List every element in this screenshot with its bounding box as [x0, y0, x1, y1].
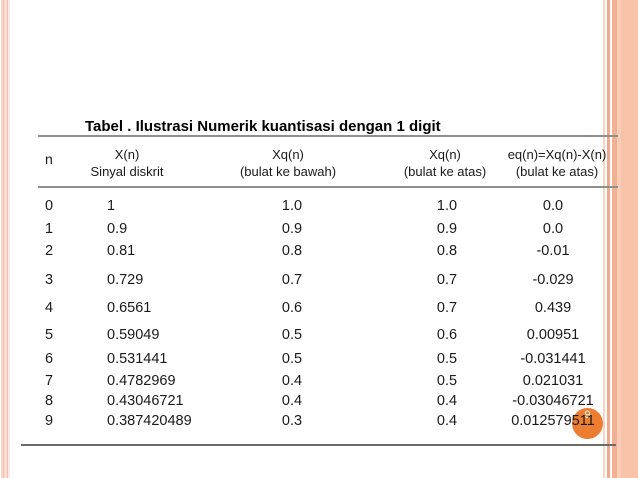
page-number-badge: 9	[572, 408, 603, 439]
right-border-stripe	[603, 0, 605, 478]
table-cell-eq-row5: 0.00951	[526, 327, 580, 343]
table-cell-xq_atas-row0: 1.0	[436, 198, 458, 214]
table-cell-xq_bawah-row0: 1.0	[281, 198, 303, 214]
table-rule-bottom	[21, 444, 616, 446]
left-border-stripe	[7, 0, 8, 478]
right-border-stripe	[612, 0, 617, 478]
right-border-stripe	[607, 0, 610, 478]
right-border-stripe	[617, 0, 621, 478]
table-cell-xq_atas-row1: 0.9	[436, 221, 458, 237]
table-cell-x-row7: 0.4782969	[107, 373, 176, 389]
table-cell-xq_bawah-row2: 0.8	[281, 243, 303, 259]
table-cell-x-row3: 0.729	[107, 272, 144, 288]
table-cell-eq-row7: 0.021031	[522, 373, 584, 389]
column-header-sublabel: (bulat ke atas)	[515, 164, 599, 179]
table-cell-eq-row6: -0.031441	[520, 351, 586, 367]
table-cell-n-row3: 3	[45, 272, 54, 288]
table-cell-xq_atas-row4: 0.7	[436, 300, 458, 316]
table-cell-x-row9: 0.387420489	[107, 413, 192, 429]
table-title: Tabel . Ilustrasi Numerik kuantisasi den…	[85, 118, 441, 135]
table-cell-x-row4: 0.6561	[107, 300, 152, 316]
column-header-eq: eq(n)=Xq(n)-X(n) (bulat ke atas)	[508, 146, 607, 180]
right-border-stripe	[621, 0, 638, 478]
table-cell-xq_bawah-row4: 0.6	[281, 300, 303, 316]
table-cell-xq_bawah-row3: 0.7	[281, 272, 303, 288]
left-border-stripe	[8, 0, 10, 478]
table-rule-header	[38, 186, 618, 188]
column-header-sublabel: Sinyal diskrit	[90, 164, 164, 179]
table-cell-n-row2: 2	[45, 243, 54, 259]
table-rule-top	[38, 135, 618, 137]
table-cell-eq-row8: -0.03046721	[512, 393, 594, 409]
table-cell-xq_bawah-row7: 0.4	[281, 373, 303, 389]
table-cell-eq-row1: 0.0	[542, 221, 564, 237]
column-header-label: eq(n)=Xq(n)-X(n)	[507, 147, 607, 162]
table-cell-eq-row3: -0.029	[532, 272, 574, 288]
column-header-n: n	[45, 151, 53, 168]
table-cell-n-row5: 5	[45, 327, 54, 343]
table-cell-n-row7: 7	[45, 373, 54, 389]
table-cell-n-row4: 4	[45, 300, 54, 316]
column-header-label: Xq(n)	[429, 147, 461, 162]
column-header-sublabel: (bulat ke atas)	[403, 164, 487, 179]
table-cell-eq-row0: 0.0	[542, 198, 564, 214]
table-cell-x-row5: 0.59049	[107, 327, 160, 343]
table-cell-xq_atas-row8: 0.4	[436, 393, 458, 409]
table-cell-xq_atas-row3: 0.7	[436, 272, 458, 288]
table-cell-x-row2: 0.81	[107, 243, 136, 259]
table-cell-x-row0: 1	[107, 198, 116, 214]
page-number: 9	[584, 409, 591, 421]
table-cell-xq_bawah-row5: 0.5	[281, 327, 303, 343]
table-cell-xq_bawah-row1: 0.9	[281, 221, 303, 237]
table-cell-n-row9: 9	[45, 413, 54, 429]
column-header-xn: X(n) Sinyal diskrit	[91, 146, 164, 180]
table-cell-x-row1: 0.9	[107, 221, 128, 237]
table-cell-n-row6: 6	[45, 351, 54, 367]
table-cell-x-row6: 0.531441	[107, 351, 168, 367]
column-header-sublabel: (bulat ke bawah)	[239, 164, 337, 179]
column-header-label: X(n)	[114, 147, 140, 162]
table-cell-eq-row9: 0.012579511	[511, 413, 595, 429]
table-cell-xq_atas-row7: 0.5	[436, 373, 458, 389]
table-cell-xq_atas-row9: 0.4	[436, 413, 458, 429]
table-cell-xq_bawah-row8: 0.4	[281, 393, 303, 409]
table-cell-n-row8: 8	[45, 393, 54, 409]
table-cell-xq_atas-row2: 0.8	[436, 243, 458, 259]
column-header-xq-bawah: Xq(n) (bulat ke bawah)	[240, 146, 336, 180]
column-header-label: Xq(n)	[272, 147, 304, 162]
column-header-label: n	[45, 151, 53, 167]
left-border-stripe	[3, 0, 4, 478]
table-cell-xq_bawah-row9: 0.3	[281, 413, 303, 429]
table-cell-xq_atas-row6: 0.5	[436, 351, 458, 367]
table-cell-xq_atas-row5: 0.6	[436, 327, 458, 343]
column-header-xq-atas: Xq(n) (bulat ke atas)	[404, 146, 486, 180]
left-border-stripe	[1, 0, 3, 478]
table-cell-eq-row2: -0.01	[536, 243, 570, 259]
left-border-stripe	[4, 0, 7, 478]
table-cell-eq-row4: 0.439	[534, 300, 572, 316]
table-cell-n-row0: 0	[45, 198, 54, 214]
table-cell-n-row1: 1	[45, 221, 54, 237]
table-cell-xq_bawah-row6: 0.5	[281, 351, 303, 367]
table-cell-x-row8: 0.43046721	[107, 393, 184, 409]
